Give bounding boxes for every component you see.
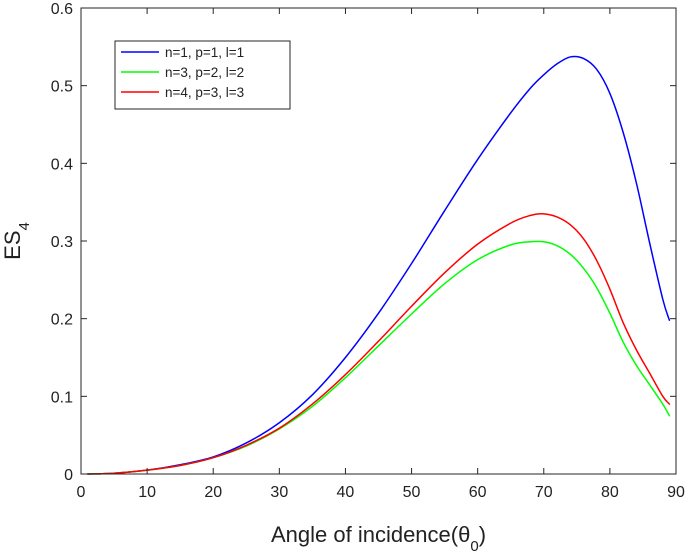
- y-tick-label: 0: [64, 467, 73, 484]
- y-axis-title-text: ES: [0, 230, 25, 259]
- x-tick-label: 50: [403, 484, 421, 501]
- y-tick-label: 0.6: [51, 1, 73, 18]
- x-tick-label: 30: [270, 484, 288, 501]
- legend-label: n=1, p=1, l=1: [165, 45, 244, 60]
- x-tick-label: 40: [337, 484, 355, 501]
- x-tick-label: 60: [469, 484, 487, 501]
- legend: n=1, p=1, l=1 n=3, p=2, l=2 n=4, p=3, l=3: [114, 40, 291, 110]
- legend-label: n=3, p=2, l=2: [165, 65, 244, 80]
- x-axis-title: Angle of incidence(θ0): [271, 522, 486, 553]
- legend-items: n=1, p=1, l=1 n=3, p=2, l=2 n=4, p=3, l=3: [121, 45, 244, 100]
- y-axis-title: ES4: [0, 222, 33, 260]
- x-tick-label: 0: [77, 484, 86, 501]
- x-tick-label: 10: [138, 484, 156, 501]
- axis-ticks: 0 10 20 30 40 50 60 70 80 90 0 0.1 0.2 0.3 0.4 0.5 0.6: [51, 1, 685, 501]
- y-tick-label: 0.2: [51, 312, 73, 329]
- y-axis-title-subscript: 4: [16, 222, 33, 230]
- x-axis-title-text: Angle of incidence(θ: [271, 522, 470, 547]
- y-tick-label: 0.3: [51, 234, 73, 251]
- y-tick-label: 0.1: [51, 389, 73, 406]
- x-tick-label: 90: [667, 484, 685, 501]
- legend-item: n=1, p=1, l=1: [121, 45, 244, 60]
- plot-area: [86, 55, 671, 475]
- x-axis-title-close: ): [479, 522, 486, 547]
- x-tick-label: 80: [601, 484, 619, 501]
- y-tick-label: 0.4: [51, 156, 73, 173]
- y-tick-label: 0.5: [51, 79, 73, 96]
- x-tick-label: 20: [204, 484, 222, 501]
- series-line-1: [86, 55, 671, 475]
- x-axis-title-subscript: 0: [470, 538, 478, 554]
- legend-item: n=3, p=2, l=2: [121, 65, 244, 80]
- legend-item: n=4, p=3, l=3: [121, 85, 244, 100]
- series-line-3: [86, 212, 671, 475]
- legend-label: n=4, p=3, l=3: [165, 85, 244, 100]
- x-tick-label: 70: [535, 484, 553, 501]
